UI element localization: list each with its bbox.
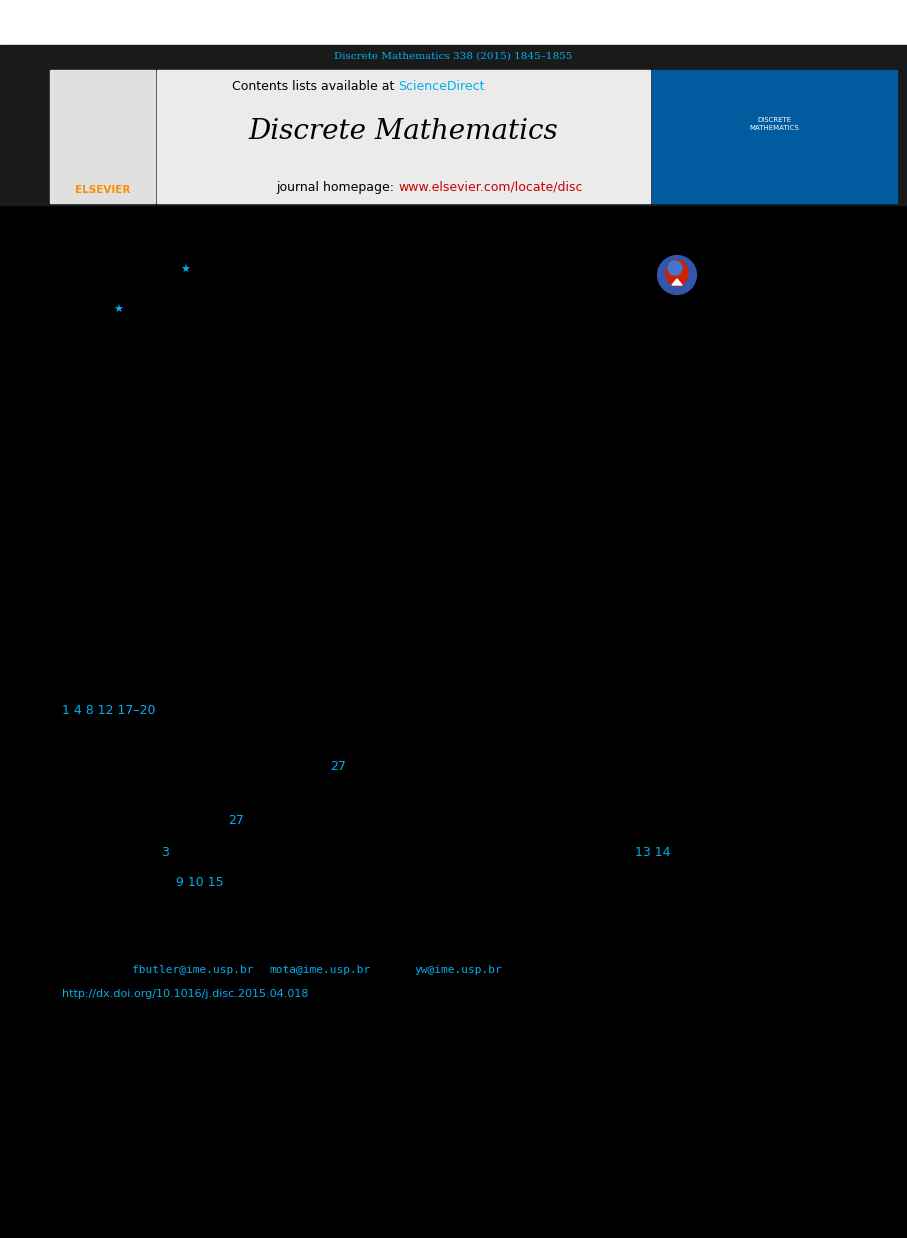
Bar (652, 71, 897, 203)
Text: ★: ★ (113, 305, 123, 314)
Ellipse shape (668, 261, 682, 275)
Text: ELSEVIER: ELSEVIER (74, 184, 131, 196)
Text: DISCRETE
MATHEMATICS: DISCRETE MATHEMATICS (749, 118, 799, 131)
Text: 27: 27 (228, 813, 244, 827)
Bar (50, 71, 155, 203)
Text: 9 10 15: 9 10 15 (176, 875, 224, 889)
Ellipse shape (664, 258, 690, 287)
Text: Discrete Mathematics 338 (2015) 1845–1855: Discrete Mathematics 338 (2015) 1845–185… (335, 52, 572, 61)
Ellipse shape (666, 260, 688, 286)
Text: Discrete Mathematics: Discrete Mathematics (249, 118, 559, 145)
Text: www.elsevier.com/locate/disc: www.elsevier.com/locate/disc (398, 181, 583, 193)
Circle shape (659, 258, 695, 293)
Bar (0, 0, 907, 45)
Text: mota@ime.usp.br: mota@ime.usp.br (269, 964, 371, 976)
Bar (157, 71, 650, 203)
Text: ★: ★ (180, 265, 190, 275)
Bar (0, 45, 907, 68)
Bar (0, 68, 907, 206)
Text: 13 14: 13 14 (635, 846, 671, 858)
Polygon shape (672, 279, 682, 285)
Text: 3: 3 (161, 846, 169, 858)
Text: 1 4 8 12 17–20: 1 4 8 12 17–20 (62, 703, 155, 717)
Text: http://dx.doi.org/10.1016/j.disc.2015.04.018: http://dx.doi.org/10.1016/j.disc.2015.04… (62, 989, 308, 999)
Text: yw@ime.usp.br: yw@ime.usp.br (414, 964, 502, 976)
Text: fbutler@ime.usp.br: fbutler@ime.usp.br (132, 964, 254, 976)
Text: Contents lists available at: Contents lists available at (232, 79, 398, 93)
Text: 27: 27 (330, 760, 346, 774)
Text: ScienceDirect: ScienceDirect (398, 79, 485, 93)
Bar (0, 206, 907, 1238)
Text: journal homepage:: journal homepage: (277, 181, 398, 193)
